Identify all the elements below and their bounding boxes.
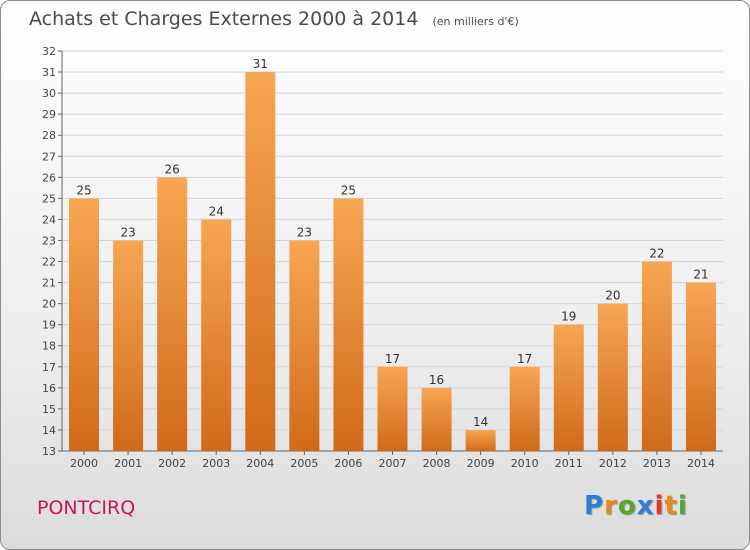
bar-value-label: 20	[605, 289, 620, 303]
x-tick-label: 2012	[599, 457, 627, 470]
x-tick-label: 2003	[202, 457, 230, 470]
logo-letter: P	[584, 491, 605, 521]
bar	[377, 366, 408, 451]
bar	[289, 240, 320, 451]
y-tick-label: 26	[42, 171, 56, 184]
y-tick-label: 25	[42, 192, 56, 205]
logo-letter: o	[617, 491, 637, 521]
bar	[421, 387, 452, 451]
bar	[509, 366, 540, 451]
bar-value-label: 23	[120, 225, 135, 239]
chart-unit: (en milliers d'€)	[432, 15, 519, 28]
bar-value-label: 17	[385, 352, 400, 366]
x-tick-label: 2006	[334, 457, 362, 470]
y-tick-label: 32	[42, 45, 56, 58]
bar	[157, 177, 188, 451]
bar	[685, 282, 716, 451]
y-tick-label: 23	[42, 234, 56, 247]
x-tick-label: 2011	[555, 457, 583, 470]
bars	[69, 72, 716, 451]
x-tick-label: 2007	[379, 457, 407, 470]
y-tick-label: 22	[42, 256, 56, 269]
data-labels: 25 23 26 24 31 23 25 17 16 14 17 19 20 22 21	[76, 57, 708, 429]
x-tick-label: 2013	[643, 457, 671, 470]
x-tick-label: 2014	[687, 457, 715, 470]
bar	[333, 198, 364, 451]
y-tick-label: 19	[42, 319, 56, 332]
logo-letter: t	[664, 491, 678, 521]
bar-value-label: 25	[76, 183, 91, 197]
bar-value-label: 19	[561, 310, 576, 324]
bar-value-label: 26	[165, 162, 180, 176]
y-tick-label: 31	[42, 66, 56, 79]
bar	[597, 303, 628, 451]
bar-value-label: 16	[429, 373, 444, 387]
bar-value-label: 22	[649, 247, 664, 261]
y-tick-label: 18	[42, 340, 56, 353]
x-tick-label: 2004	[246, 457, 274, 470]
chart-title: Achats et Charges Externes 2000 à 2014 (…	[29, 8, 519, 30]
y-tick-label: 15	[42, 403, 56, 416]
bar-value-label: 14	[473, 415, 488, 429]
x-tick-label: 2009	[467, 457, 495, 470]
bar	[553, 324, 584, 451]
bar	[465, 429, 496, 451]
y-tick-label: 14	[42, 424, 56, 437]
y-tick-label: 28	[42, 129, 56, 142]
bar-value-label: 25	[341, 183, 356, 197]
y-tick-label: 27	[42, 150, 56, 163]
x-tick-label: 2005	[290, 457, 318, 470]
x-tick-label: 2008	[423, 457, 451, 470]
y-tick-label: 30	[42, 87, 56, 100]
y-tick-label: 16	[42, 382, 56, 395]
y-tick-label: 13	[42, 445, 56, 458]
x-tick-label: 2010	[511, 457, 539, 470]
y-tick-label: 20	[42, 298, 56, 311]
bar	[201, 219, 232, 451]
x-tick-label: 2002	[158, 457, 186, 470]
bar-value-label: 24	[209, 204, 224, 218]
logo-letter: r	[604, 491, 618, 521]
chart-title-text: Achats et Charges Externes 2000 à 2014	[29, 8, 419, 30]
y-tick-label: 17	[42, 361, 56, 374]
bar-value-label: 17	[517, 352, 532, 366]
logo-letter: i	[677, 491, 688, 521]
bar	[245, 72, 276, 451]
bar	[69, 198, 100, 451]
y-tick-label: 29	[42, 108, 56, 121]
logo-letter: x	[636, 491, 655, 521]
proxiti-logo: Proxiti	[584, 491, 688, 521]
bar-value-label: 23	[297, 225, 312, 239]
x-tick-label: 2001	[114, 457, 142, 470]
bar	[113, 240, 144, 451]
bar-value-label: 21	[693, 268, 708, 282]
bar-value-label: 31	[253, 57, 268, 71]
x-tick-label: 2000	[70, 457, 98, 470]
commune-name: PONTCIRQ	[37, 497, 136, 519]
bar	[641, 261, 672, 451]
y-tick-label: 24	[42, 213, 56, 226]
y-tick-label: 21	[42, 277, 56, 290]
logo-letter: i	[654, 491, 665, 521]
